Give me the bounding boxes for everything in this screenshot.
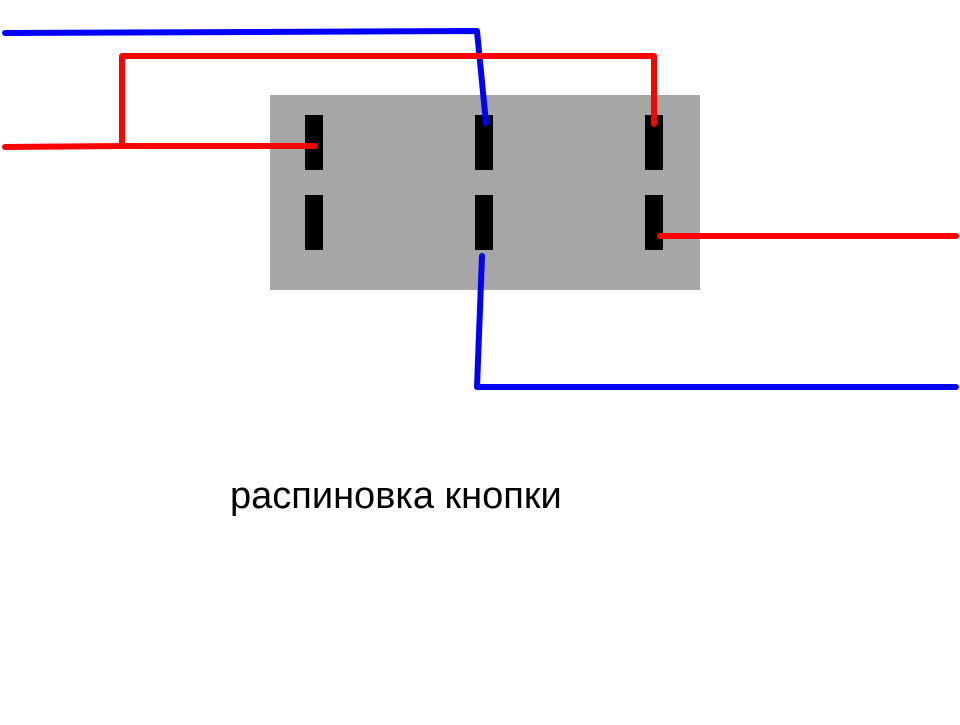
wiring-diagram: распиновка кнопки bbox=[0, 0, 960, 720]
pin bbox=[305, 195, 323, 250]
pin bbox=[305, 115, 323, 170]
diagram-svg bbox=[0, 0, 960, 720]
pin bbox=[475, 195, 493, 250]
pin bbox=[645, 195, 663, 250]
diagram-caption: распиновка кнопки bbox=[230, 475, 562, 518]
